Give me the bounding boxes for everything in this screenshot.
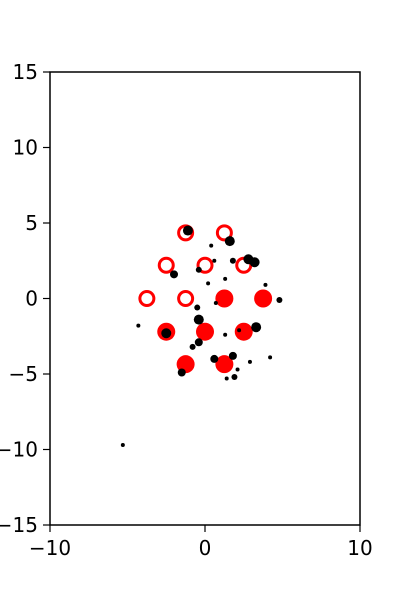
black-point [212,258,217,263]
x-tick-label: 0 [199,536,212,560]
filled-red-point [196,322,214,341]
hollow-red-point [138,290,156,307]
hollow-red-point [177,290,195,307]
filled-red-point [215,355,234,374]
black-point [177,368,186,377]
black-point [210,354,219,363]
y-tick-label: −15 [0,513,38,537]
black-point [120,442,125,447]
filled-red-point [254,289,273,308]
black-point [189,343,196,350]
black-point [251,322,262,333]
black-point [195,266,202,273]
black-point [182,225,193,236]
black-point [228,351,237,360]
y-tick-label: 5 [25,211,38,235]
black-point [136,323,141,328]
black-point [170,270,178,279]
black-point [206,281,211,286]
filled-red-point [215,289,234,308]
black-point [263,282,268,287]
y-tick-label: −10 [0,438,38,462]
black-point [237,328,242,333]
black-point [194,304,201,311]
black-point [235,367,240,372]
black-point [247,359,252,364]
black-point [223,332,228,337]
black-point [231,374,238,381]
black-point [209,243,214,248]
hollow-red-point [215,224,233,242]
black-point [268,355,273,360]
x-tick-label: 10 [347,536,372,560]
y-tick-label: −5 [9,362,38,386]
black-point [223,276,228,281]
black-point [224,236,235,247]
y-tick-label: 15 [13,60,38,84]
y-tick-label: 0 [25,287,38,311]
x-tick-label: −10 [29,536,71,560]
black-point [224,376,229,381]
black-point [193,314,204,325]
black-point [249,257,260,268]
hollow-red-point [157,256,175,274]
black-point [276,297,283,304]
y-tick-label: 10 [13,136,38,160]
filled-red-point [234,322,253,341]
black-point [194,338,203,347]
black-point [213,301,218,306]
black-point [161,328,172,339]
data-marks [120,224,283,447]
black-point [229,257,236,264]
